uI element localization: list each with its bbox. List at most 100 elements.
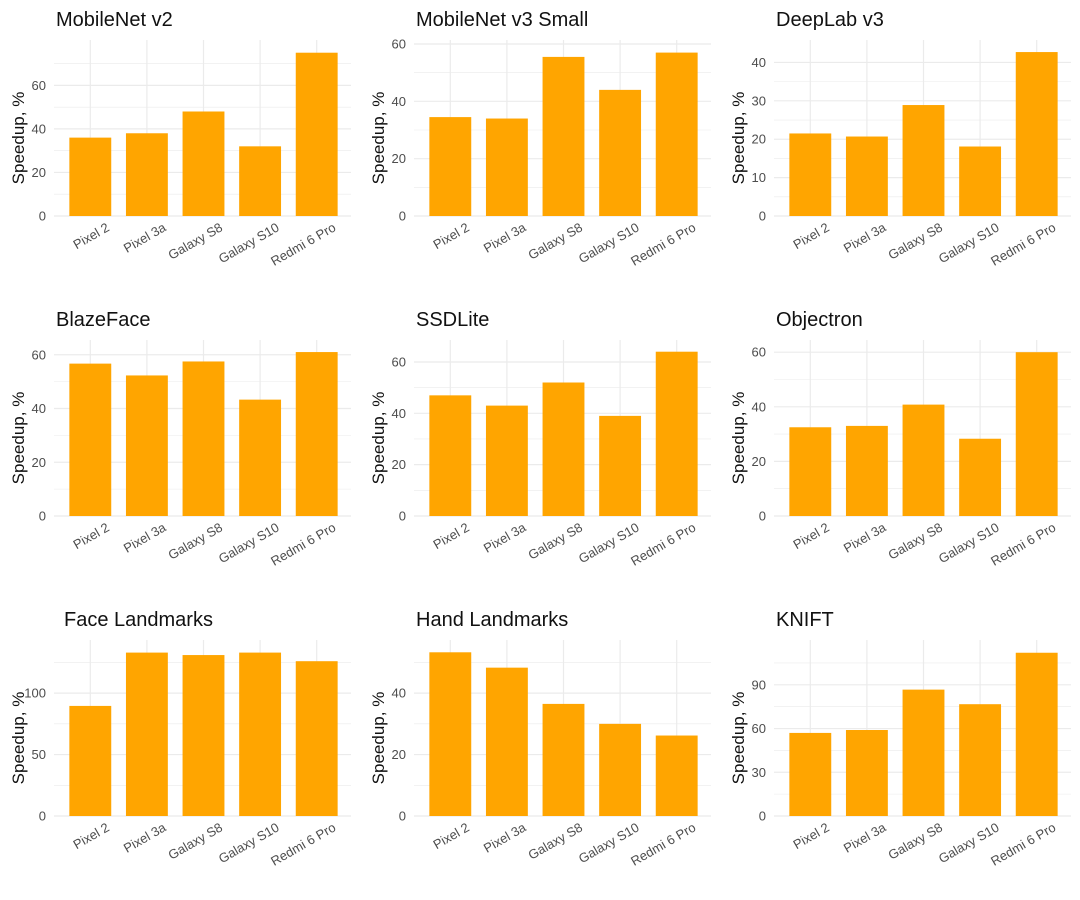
- x-tick-label: Pixel 2: [70, 520, 111, 553]
- bar-redmi-6-pro: [655, 351, 698, 516]
- chart-title: Hand Landmarks: [416, 609, 568, 631]
- bar-galaxy-s10: [599, 89, 642, 216]
- bar-galaxy-s10: [959, 704, 1002, 816]
- x-tick-label: Pixel 2: [430, 820, 471, 853]
- x-tick-label: Pixel 3a: [841, 219, 889, 255]
- y-tick-label: 0: [399, 809, 406, 824]
- bar-pixel-2: [429, 652, 472, 816]
- bar-pixel-3a: [125, 652, 168, 816]
- y-tick-label: 20: [392, 151, 406, 166]
- y-tick-label: 0: [399, 209, 406, 224]
- bar-pixel-3a: [125, 375, 168, 516]
- bar-pixel-2: [69, 363, 112, 516]
- bar-redmi-6-pro: [1015, 52, 1058, 216]
- chart-panel-5: Objectron 0 20 40 60 Speedup, % Pixel 2 Pixel 3…: [729, 309, 1071, 569]
- bar-galaxy-s8: [902, 689, 945, 816]
- chart-title: SSDLite: [416, 309, 489, 331]
- bar-pixel-2: [789, 427, 832, 516]
- x-tick-label: Pixel 2: [430, 520, 471, 553]
- bar-galaxy-s10: [599, 723, 642, 816]
- x-tick-label: Redmi 6 Pro: [988, 220, 1058, 269]
- y-tick-label: 20: [752, 132, 766, 147]
- y-tick-label: 0: [759, 509, 766, 524]
- y-tick-label: 60: [32, 78, 46, 93]
- y-axis-label: Speedup, %: [9, 92, 28, 185]
- y-tick-label: 60: [392, 354, 406, 369]
- bar-galaxy-s8: [182, 111, 225, 216]
- y-tick-label: 40: [752, 55, 766, 70]
- x-tick-label: Galaxy S8: [886, 820, 945, 863]
- y-tick-label: 0: [39, 509, 46, 524]
- x-tick-label: Redmi 6 Pro: [628, 820, 698, 869]
- y-tick-label: 40: [392, 406, 406, 421]
- bar-galaxy-s8: [182, 655, 225, 816]
- x-tick-label: Redmi 6 Pro: [268, 520, 338, 569]
- bar-redmi-6-pro: [655, 735, 698, 816]
- bar-redmi-6-pro: [295, 661, 338, 816]
- bar-redmi-6-pro: [655, 52, 698, 216]
- x-tick-label: Pixel 3a: [481, 519, 529, 555]
- x-tick-label: Redmi 6 Pro: [988, 820, 1058, 869]
- x-tick-label: Pixel 2: [70, 820, 111, 853]
- y-axis-label: Speedup, %: [9, 692, 28, 785]
- y-axis-label: Speedup, %: [369, 692, 388, 785]
- chart-panel-8: KNIFT 0 30 60 90 Speedup, % Pixel 2 Pixel 3aGal…: [729, 609, 1071, 869]
- bar-galaxy-s8: [902, 404, 945, 516]
- x-tick-label: Pixel 3a: [481, 819, 529, 855]
- chart-title: DeepLab v3: [776, 9, 884, 31]
- bar-pixel-3a: [845, 136, 888, 216]
- x-tick-label: Galaxy S8: [166, 520, 225, 563]
- bar-pixel-3a: [845, 730, 888, 816]
- x-tick-label: Pixel 2: [790, 220, 831, 253]
- bar-galaxy-s8: [542, 382, 585, 516]
- y-tick-label: 100: [24, 686, 46, 701]
- y-tick-label: 0: [39, 809, 46, 824]
- y-axis-label: Speedup, %: [729, 92, 748, 185]
- x-tick-label: Redmi 6 Pro: [628, 220, 698, 269]
- y-axis-label: Speedup, %: [729, 692, 748, 785]
- y-tick-label: 60: [32, 347, 46, 362]
- bar-pixel-3a: [485, 405, 528, 516]
- bar-pixel-3a: [485, 118, 528, 216]
- x-tick-label: Galaxy S8: [886, 520, 945, 563]
- x-tick-label: Pixel 3a: [121, 519, 169, 555]
- chart-panel-2: DeepLab v3 0 10 20 30 40 Speedup, % Pixel 2 Pixe…: [729, 9, 1071, 269]
- x-tick-label: Pixel 3a: [121, 219, 169, 255]
- x-tick-label: Pixel 3a: [841, 819, 889, 855]
- y-axis-label: Speedup, %: [369, 392, 388, 485]
- bar-pixel-2: [69, 705, 112, 816]
- y-tick-label: 40: [392, 686, 406, 701]
- y-axis-label: Speedup, %: [369, 92, 388, 185]
- y-tick-label: 40: [32, 401, 46, 416]
- y-tick-label: 20: [752, 454, 766, 469]
- x-tick-label: Pixel 2: [790, 820, 831, 853]
- chart-panel-1: MobileNet v3 Small 0 20 40 60 Speedup, % Pixel…: [369, 9, 711, 269]
- y-tick-label: 60: [392, 37, 406, 52]
- y-tick-label: 60: [752, 721, 766, 736]
- chart-panel-7: Hand Landmarks 0 20 40 Speedup, % Pixel 2 Pixe…: [369, 609, 711, 869]
- x-tick-label: Pixel 2: [70, 220, 111, 253]
- x-tick-label: Pixel 2: [790, 520, 831, 553]
- y-tick-label: 0: [39, 209, 46, 224]
- bar-pixel-2: [69, 137, 112, 216]
- chart-title: MobileNet v3 Small: [416, 9, 588, 31]
- y-tick-label: 40: [752, 399, 766, 414]
- bar-galaxy-s10: [239, 652, 282, 816]
- bar-galaxy-s10: [959, 438, 1002, 516]
- x-tick-label: Pixel 3a: [841, 519, 889, 555]
- y-tick-label: 0: [399, 509, 406, 524]
- y-axis-label: Speedup, %: [9, 392, 28, 485]
- x-tick-label: Galaxy S8: [166, 820, 225, 863]
- bar-pixel-3a: [845, 425, 888, 516]
- bar-pixel-2: [789, 133, 832, 216]
- y-tick-label: 30: [752, 93, 766, 108]
- bar-redmi-6-pro: [1015, 652, 1058, 816]
- bar-pixel-2: [789, 732, 832, 816]
- bar-galaxy-s8: [542, 56, 585, 217]
- bar-redmi-6-pro: [295, 352, 338, 516]
- y-tick-label: 0: [759, 209, 766, 224]
- y-tick-label: 10: [752, 170, 766, 185]
- x-tick-label: Redmi 6 Pro: [628, 520, 698, 569]
